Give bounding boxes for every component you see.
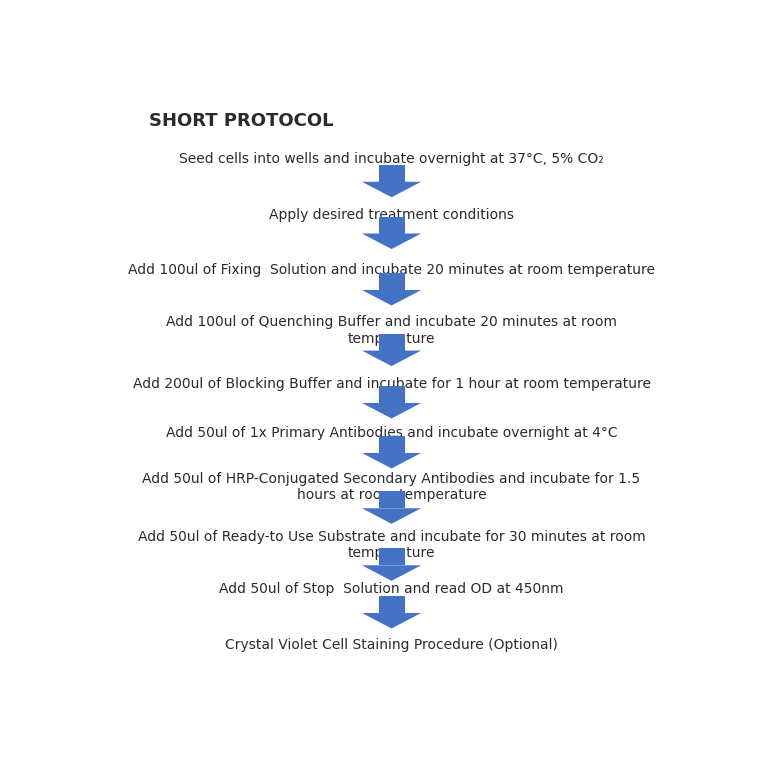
Polygon shape [362,613,421,629]
Text: Apply des​ired treatment conditions: Apply des​ired treatment conditions [269,209,514,222]
Polygon shape [378,491,405,508]
Polygon shape [378,165,405,182]
Polygon shape [362,234,421,249]
Polygon shape [378,217,405,234]
Text: Add 100ul of Fixing  Solution and incubate 20 minutes at room temperature: Add 100ul of Fixing Solution and incubat… [128,263,655,277]
Text: Add 50ul of HRP-Conjugated Secondary Antibodies and incubate for 1.5
hours at ro: Add 50ul of HRP-Conjugated Secondary Ant… [143,472,640,502]
Polygon shape [378,436,405,453]
Polygon shape [378,386,405,403]
Text: Add 50ul of Ready-to Use Substrate and incubate for 30 minutes at room
temperatu: Add 50ul of Ready-to Use Substrate and i… [138,529,646,560]
Polygon shape [378,549,405,565]
Text: Add 50ul of Stop  Solution and read OD at 450nm: Add 50ul of Stop Solution and read OD at… [219,581,564,596]
Text: Seed cells into wells and incubate overnight at 37°C, 5% CO₂: Seed cells into wells and incubate overn… [180,152,604,167]
Text: Add 50ul of 1x Primary Antibodies and incubate overnight at 4°C: Add 50ul of 1x Primary Antibodies and in… [166,426,617,440]
Polygon shape [362,290,421,306]
Polygon shape [378,274,405,290]
Polygon shape [362,453,421,468]
Text: Add 100ul of Quenching Buffer and incubate 20 minutes at room
temperature: Add 100ul of Quenching Buffer and incuba… [166,316,617,345]
Polygon shape [362,351,421,366]
Polygon shape [362,403,421,419]
Polygon shape [378,334,405,351]
Text: Crystal Violet Cell Staining Procedure (Optional): Crystal Violet Cell Staining Procedure (… [225,638,558,652]
Polygon shape [378,596,405,613]
Polygon shape [362,565,421,581]
Polygon shape [362,508,421,524]
Text: SHORT PROTOCOL: SHORT PROTOCOL [149,112,333,131]
Polygon shape [362,182,421,197]
Text: Add 200ul of Blocking Buffer and incubate for 1 hour at room temperature: Add 200ul of Blocking Buffer and incubat… [132,377,651,391]
